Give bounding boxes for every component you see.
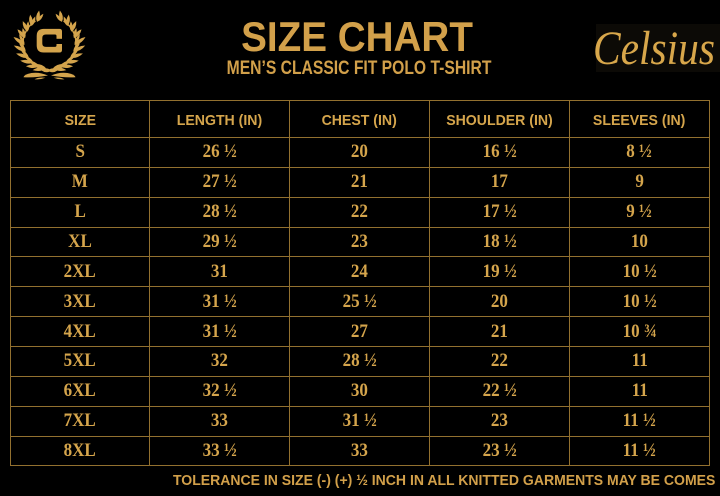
svg-text:Celsius: Celsius — [593, 22, 715, 75]
